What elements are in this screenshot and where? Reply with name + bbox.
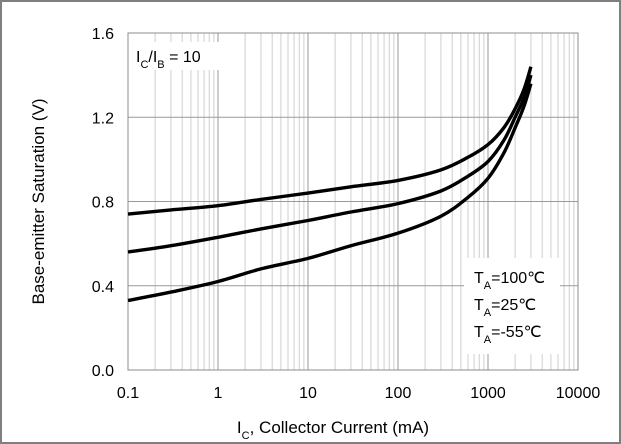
legend-item: TA=25℃ [474, 297, 536, 319]
legend-background [464, 258, 560, 354]
x-tick-label: 10 [299, 385, 317, 402]
series-line-3 [127, 83, 533, 303]
legend-item: TA=100℃ [474, 270, 545, 292]
x-tick-label: 1 [214, 385, 223, 402]
legend-item: TA=-55℃ [474, 324, 542, 346]
y-axis-label: Base-emitter Saturation (V) [29, 99, 48, 305]
y-tick-label: 0.4 [92, 279, 114, 296]
y-tick-label: 0.0 [92, 363, 114, 380]
series-line-1 [127, 66, 533, 216]
x-tick-label: 100 [385, 385, 412, 402]
x-tick-label: 1000 [470, 385, 506, 402]
condition-label-background [130, 42, 230, 70]
plot-area-border [127, 32, 579, 371]
y-tick-label: 1.2 [92, 110, 114, 127]
x-tick-label: 0.1 [117, 385, 139, 402]
condition-label: IC/IB = 10 [136, 49, 201, 71]
tick-labels: 0.1 1 10 100 1000 10000 0.0 0.4 0.8 1.2 1.6 [92, 26, 601, 402]
x-tick-label: 10000 [556, 385, 601, 402]
y-tick-label: 0.8 [92, 195, 114, 212]
series-line-2 [127, 74, 533, 254]
series-group [127, 66, 533, 303]
x-axis-label: IC, Collector Current (mA) [237, 418, 429, 442]
y-tick-label: 1.6 [92, 26, 114, 43]
legend: TA=100℃ TA=25℃ TA=-55℃ [474, 270, 545, 346]
